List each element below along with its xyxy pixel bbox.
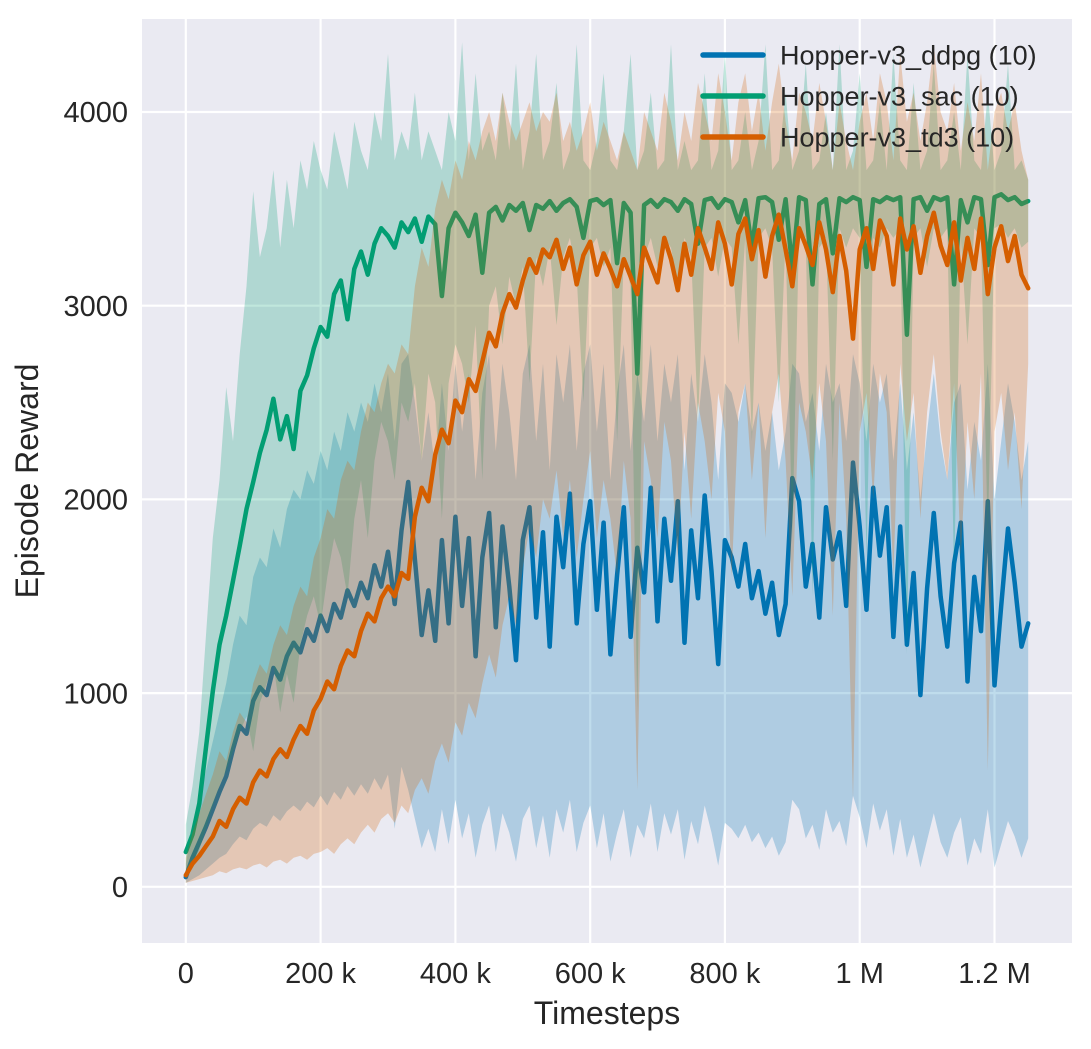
legend-label-td3: Hopper-v3_td3 (10) <box>780 122 1014 152</box>
legend-item-sac: Hopper-v3_sac (10) <box>700 81 1019 111</box>
x-tick-label: 1 M <box>836 958 884 990</box>
y-tick-label: 0 <box>112 872 128 904</box>
legend-label-ddpg: Hopper-v3_ddpg (10) <box>780 40 1037 70</box>
x-tick-label: 0 <box>178 958 194 990</box>
series-layer <box>183 42 1031 883</box>
series-line-td3 <box>183 210 1031 878</box>
plot-area <box>142 19 1072 943</box>
legend-item-ddpg: Hopper-v3_ddpg (10) <box>700 40 1037 70</box>
x-tick-label: 800 k <box>689 958 760 990</box>
y-tick-label: 4000 <box>63 97 128 129</box>
series-band-td3 <box>185 44 1029 883</box>
x-tick-label: 200 k <box>285 958 356 990</box>
y-tick-label: 2000 <box>63 485 128 517</box>
legend: Hopper-v3_ddpg (10) Hopper-v3_sac (10) Hop… <box>700 40 1037 152</box>
x-tick-label: 1.2 M <box>958 958 1031 990</box>
legend-label-sac: Hopper-v3_sac (10) <box>780 81 1019 111</box>
series-line-sac <box>183 192 1031 855</box>
y-tick-label: 1000 <box>63 678 128 710</box>
x-axis-label: Timesteps <box>534 995 680 1031</box>
legend-item-td3: Hopper-v3_td3 (10) <box>700 122 1014 152</box>
x-tick-label: 400 k <box>420 958 491 990</box>
y-tick-label: 3000 <box>63 291 128 323</box>
x-tick-label: 600 k <box>555 958 626 990</box>
series-line-ddpg <box>183 460 1031 880</box>
y-axis-label: Episode Reward <box>9 364 45 599</box>
